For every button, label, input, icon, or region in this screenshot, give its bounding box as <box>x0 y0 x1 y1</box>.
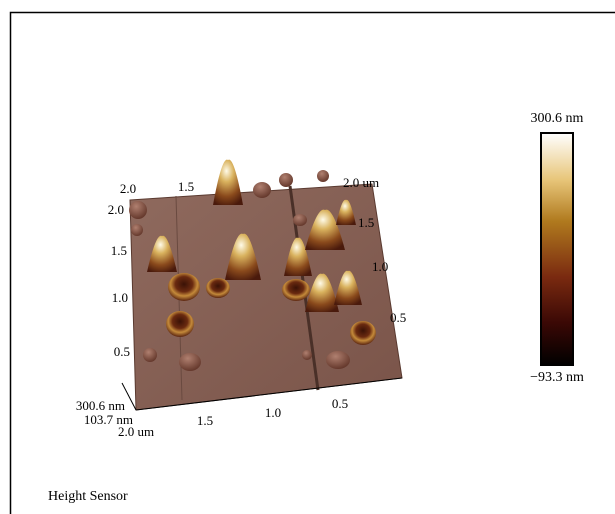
ring <box>206 278 230 298</box>
axis-label: 0.5 <box>114 344 130 359</box>
axis-label: 2.0 <box>108 202 124 217</box>
ring <box>166 311 194 337</box>
blob <box>129 201 147 219</box>
ring <box>350 321 376 345</box>
blob <box>293 214 307 226</box>
colorbar-max: 300.6 nm <box>531 111 584 126</box>
peak <box>213 160 243 205</box>
ring <box>168 273 200 301</box>
blob <box>279 173 293 187</box>
afm-view: 2.0 1.5 2.0 um 1.5 1.0 0.5 2.0 1.5 1.0 0… <box>0 0 615 514</box>
axis-label: 1.0 <box>372 259 388 274</box>
blob <box>179 353 201 371</box>
caption: Height Sensor <box>48 489 128 504</box>
axis-label: 1.0 <box>265 405 281 420</box>
blob <box>131 224 143 236</box>
blob <box>326 351 350 369</box>
axis-label: 2.0 <box>120 181 136 196</box>
colorbar <box>541 133 573 365</box>
axis-label: 1.5 <box>197 413 213 428</box>
blob <box>143 348 157 362</box>
blob <box>253 182 271 198</box>
axis-label: 1.5 <box>111 243 127 258</box>
axis-label: 1.5 <box>358 215 374 230</box>
axis-label: 2.0 um <box>343 175 379 190</box>
blob <box>302 350 312 360</box>
colorbar-min: −93.3 nm <box>530 370 584 385</box>
axis-label: 0.5 <box>332 396 348 411</box>
z-label: 300.6 nm <box>76 398 125 413</box>
z-label: 103.7 nm <box>84 412 133 427</box>
axis-label: 1.5 <box>178 179 194 194</box>
axis-label: 0.5 <box>390 310 406 325</box>
axis-label: 1.0 <box>112 290 128 305</box>
ring <box>282 279 310 301</box>
blob <box>317 170 329 182</box>
